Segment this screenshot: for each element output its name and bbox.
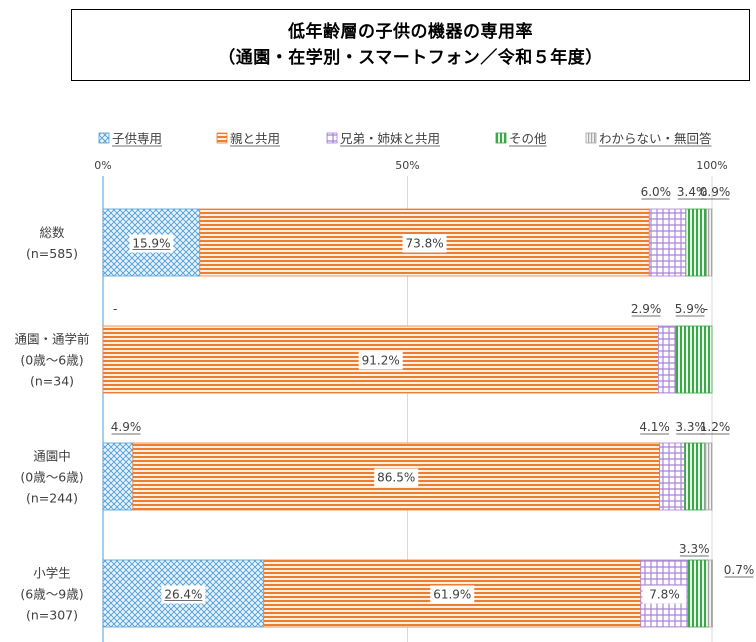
- category-label: (6歳～9歳): [20, 587, 83, 602]
- category-label: 通園・通学前: [14, 332, 89, 347]
- bar-segment: [102, 442, 134, 511]
- bar-segment: [684, 442, 706, 511]
- legend-swatch: [585, 132, 597, 144]
- bar-segment: [687, 559, 709, 628]
- data-label: -: [704, 302, 708, 316]
- bar-segment: [707, 559, 714, 628]
- legend-label: 子供専用: [112, 131, 162, 146]
- data-label: 26.4%: [164, 588, 202, 602]
- x-tick-label: 50%: [395, 159, 419, 172]
- data-label: 0.9%: [700, 185, 731, 199]
- bar-segment: [704, 442, 713, 511]
- legend-swatch: [495, 132, 507, 144]
- plot-area: 15.9% 73.8%6.0% 3.4%0.9%-91.2%2.9% 5.9%-4.9…: [102, 185, 755, 628]
- data-label: -: [113, 302, 117, 316]
- bar-segment: [658, 325, 677, 394]
- category-label: (n=244): [26, 491, 78, 506]
- category-label: (n=307): [26, 608, 78, 623]
- data-label-box: [358, 351, 403, 370]
- category-label: (n=585): [26, 246, 78, 261]
- data-label: 1.2%: [700, 420, 731, 434]
- bar-segment: [706, 208, 713, 277]
- data-label: 3.3%: [675, 420, 706, 434]
- bar-segment: [675, 325, 713, 394]
- legend-label: 兄弟・姉妹と共用: [340, 131, 440, 146]
- data-label: 61.9%: [433, 588, 471, 602]
- data-label: 5.9%: [675, 302, 706, 316]
- data-label: 4.9%: [111, 420, 142, 434]
- data-label: 0.7%: [724, 563, 755, 577]
- category-label: (n=34): [30, 374, 74, 389]
- data-label-box: [642, 585, 687, 604]
- x-axis: 0% 50% 100% 総数 (n=585) 通園・通学前 (0歳～6歳) (n=34) 通園中…: [14, 159, 728, 642]
- data-label: 91.2%: [362, 354, 400, 368]
- bar-segment: [685, 208, 707, 277]
- data-label-box: [129, 234, 174, 253]
- chart-title-line1: 低年齢層の子供の機器の専用率: [288, 22, 533, 42]
- data-label: 7.8%: [649, 588, 680, 602]
- legend-label: 親と共用: [230, 131, 280, 146]
- legend-label: その他: [509, 131, 547, 146]
- x-tick-label: 0%: [94, 159, 111, 172]
- data-label-box: [161, 585, 206, 604]
- data-label-box: [430, 585, 475, 604]
- data-label-box: [402, 234, 447, 253]
- data-label: 73.8%: [405, 237, 443, 251]
- data-label-box: [374, 468, 419, 487]
- data-label: 3.3%: [679, 542, 710, 556]
- data-label: 6.0%: [641, 185, 672, 199]
- legend-swatch: [216, 132, 228, 144]
- bar-segment: [659, 442, 685, 511]
- data-label: 4.1%: [639, 420, 670, 434]
- legend: 子供専用 親と共用 兄弟・姉妹と共用 その他 わからない・無回答: [98, 131, 712, 147]
- data-label: 3.4%: [677, 185, 708, 199]
- category-label: 小学生: [33, 566, 71, 581]
- legend-swatch: [98, 132, 110, 144]
- legend-swatch: [326, 132, 338, 144]
- data-label: 15.9%: [132, 237, 170, 251]
- category-label: 通園中: [33, 449, 71, 464]
- legend-label: わからない・無回答: [599, 131, 712, 146]
- data-label: 86.5%: [377, 471, 415, 485]
- bar-segment: [648, 208, 687, 277]
- chart-title-box: 低年齢層の子供の機器の専用率 （通園・在学別・スマートフォン／令和５年度）: [71, 9, 750, 81]
- data-label: 2.9%: [631, 302, 662, 316]
- chart-title-line2: （通園・在学別・スマートフォン／令和５年度）: [218, 48, 603, 68]
- category-label: (0歳～6歳): [20, 470, 83, 485]
- category-label: (0歳～6歳): [20, 353, 83, 368]
- x-tick-label: 100%: [696, 159, 727, 172]
- category-label: 総数: [39, 225, 65, 240]
